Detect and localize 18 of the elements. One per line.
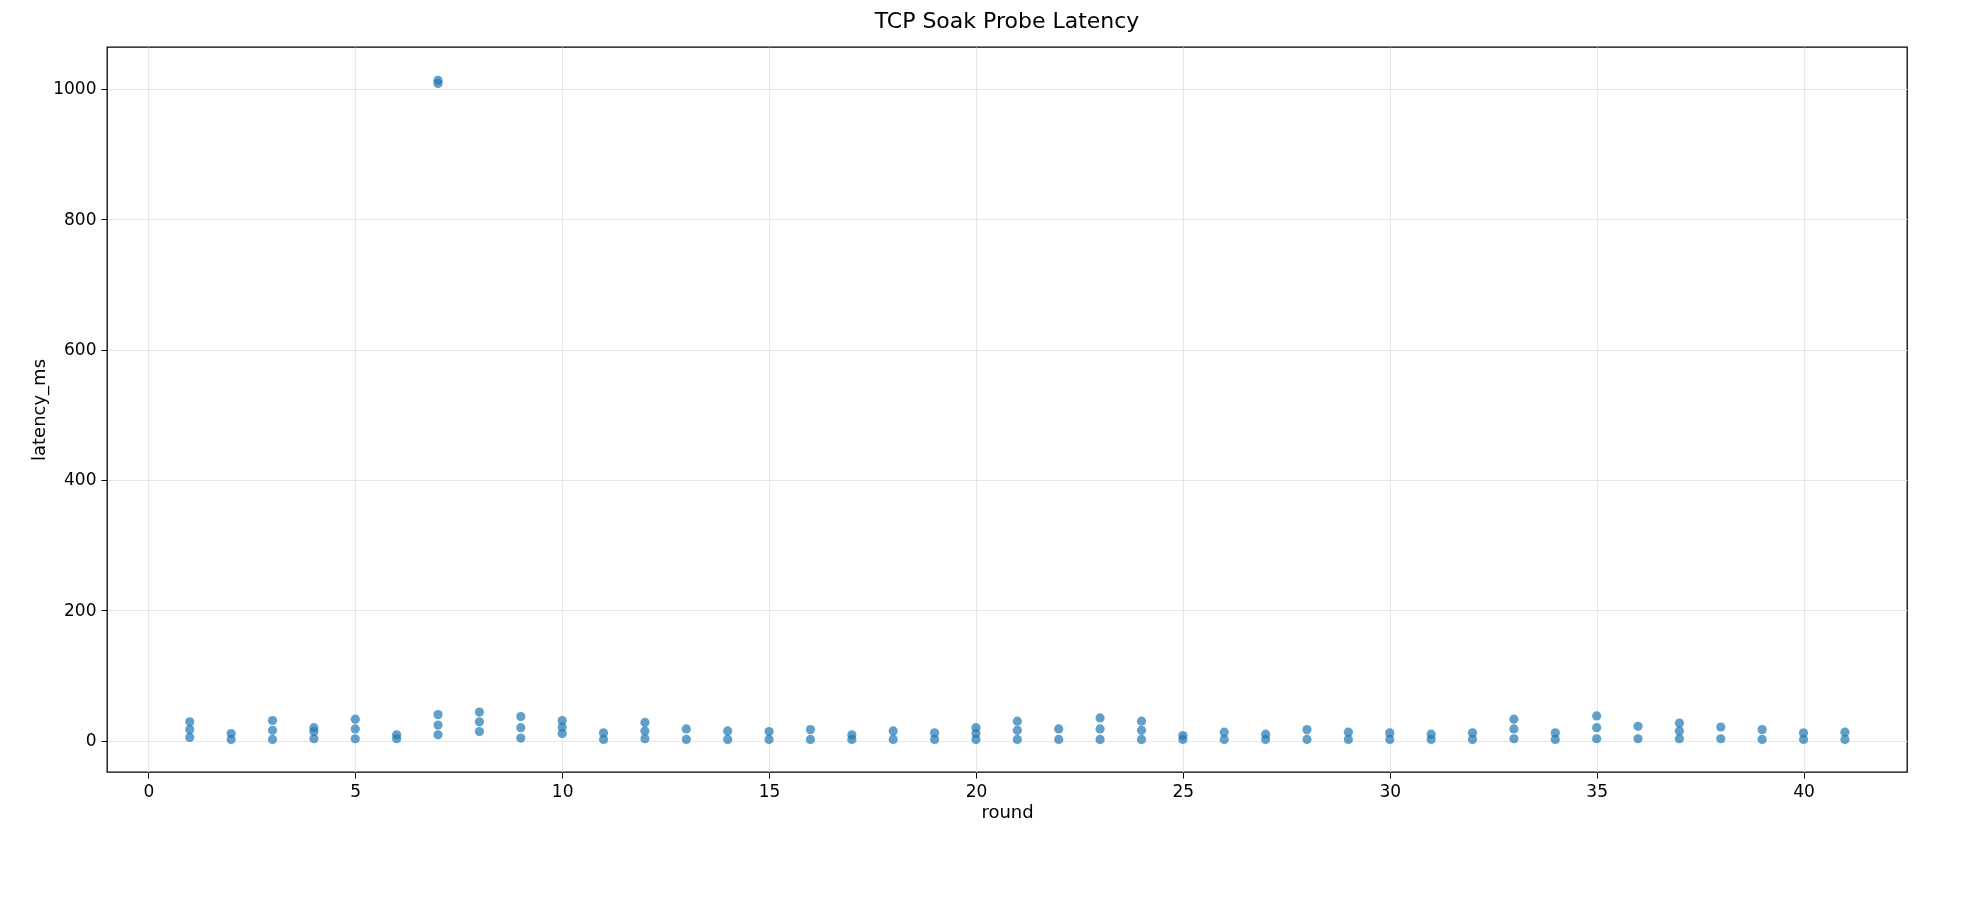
x-tick-label: 15: [758, 780, 781, 801]
x-tick-label: 20: [965, 780, 988, 801]
x-tick-label: 25: [1172, 780, 1195, 801]
y-tick-label: 600: [64, 339, 97, 360]
x-axis-title: round: [981, 800, 1034, 822]
y-axis-title: latency_ms: [28, 358, 51, 462]
y-tick-label: 200: [64, 599, 97, 620]
x-tick-label: 40: [1793, 780, 1815, 801]
y-tick-label: 400: [64, 469, 97, 490]
y-tick-label: 800: [64, 208, 97, 229]
x-tick-label: 35: [1586, 780, 1608, 801]
x-tick-label: 0: [143, 780, 155, 801]
x-tick-label: 5: [350, 780, 362, 801]
y-tick-label: 1000: [53, 78, 97, 99]
x-tick-label: 10: [551, 780, 574, 801]
chart-title: TCP Soak Probe Latency: [873, 8, 1140, 33]
x-tick-label: 30: [1379, 780, 1402, 801]
y-tick-label: 0: [85, 730, 97, 751]
